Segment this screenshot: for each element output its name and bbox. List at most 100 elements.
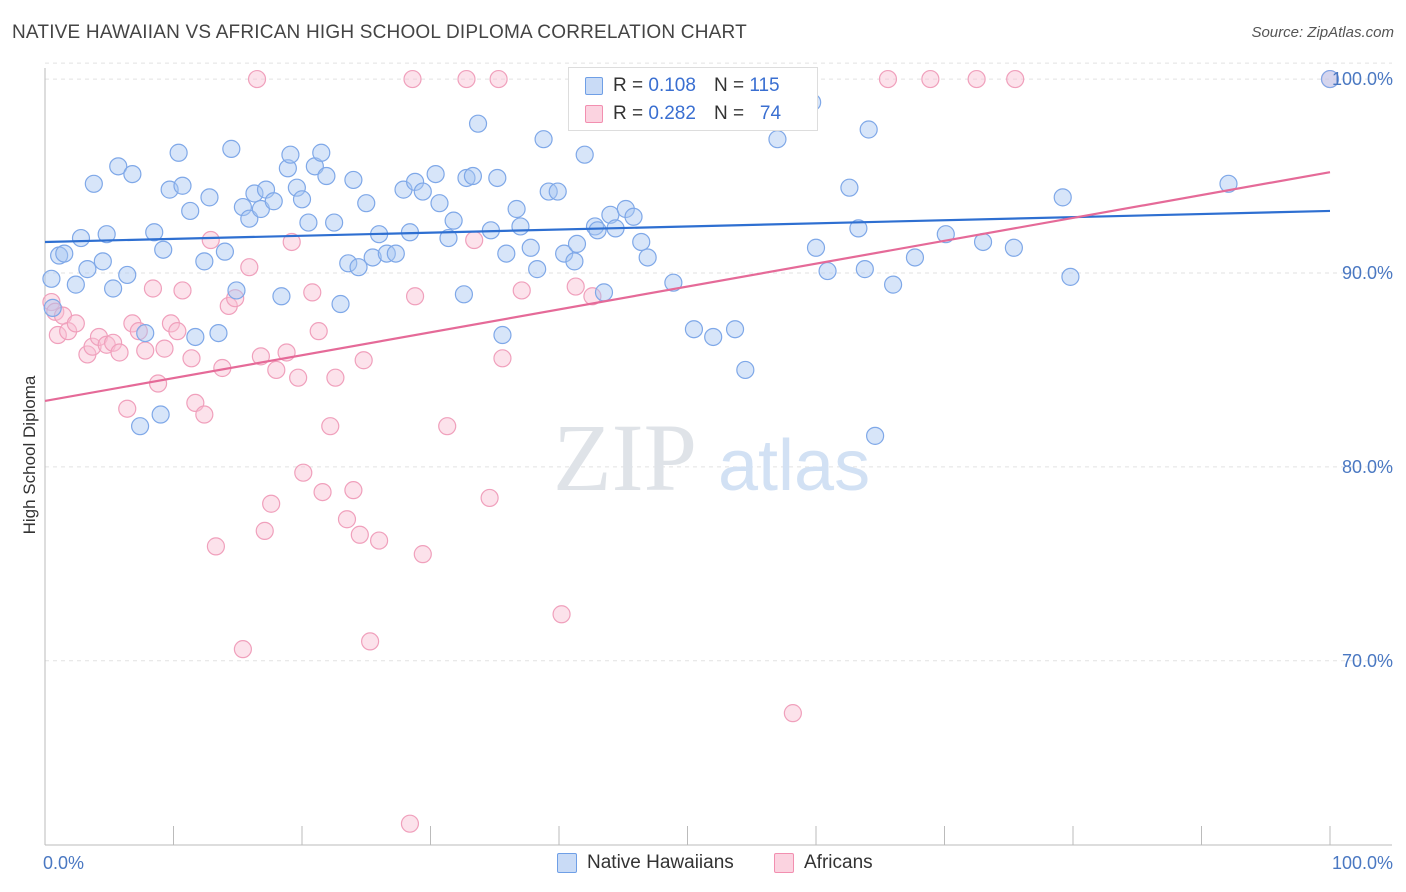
chart-title: NATIVE HAWAIIAN VS AFRICAN HIGH SCHOOL D…	[12, 22, 747, 43]
african-point	[66, 314, 85, 333]
native-hawaiian-point	[1061, 267, 1080, 286]
native-hawaiian-point	[118, 265, 137, 285]
african-point	[967, 69, 986, 89]
native-hawaiian-point	[278, 159, 297, 178]
native-hawaiian-point	[42, 269, 61, 288]
x-tick-label: 100.0%	[1332, 853, 1393, 873]
african-point	[566, 277, 585, 296]
native-hawaiian-point	[78, 260, 97, 279]
african-point	[143, 279, 163, 298]
african-point	[233, 640, 252, 659]
native-hawaiian-point	[1320, 69, 1340, 89]
native-hawaiian-point	[386, 244, 405, 263]
african-point	[403, 69, 422, 89]
african-point	[354, 351, 373, 370]
legend-label: Africans	[804, 852, 873, 873]
african-point	[878, 69, 898, 89]
african-point	[148, 374, 168, 393]
african-point	[337, 510, 357, 529]
native-hawaiian-point	[528, 260, 547, 279]
native-hawaiian-point	[534, 130, 553, 149]
native-hawaiian-point	[317, 166, 336, 186]
african-trendline	[44, 171, 1331, 403]
native-hawaiian-point	[109, 157, 128, 176]
african-point	[361, 632, 380, 651]
chart-source: Source: ZipAtlas.com	[1251, 24, 1394, 41]
african-point	[512, 281, 531, 300]
native-hawaiian-point	[136, 323, 155, 343]
african-point	[195, 405, 214, 424]
african-point	[136, 341, 155, 360]
x-tick-label: 0.0%	[43, 853, 84, 873]
african-point	[240, 258, 259, 277]
native-hawaiian-point	[93, 252, 112, 271]
native-hawaiian-point	[325, 213, 344, 232]
native-hawaiian-point	[200, 188, 219, 207]
native-hawaiian-point	[565, 252, 584, 271]
native-hawaiian-point	[684, 320, 704, 339]
african-point	[251, 347, 270, 366]
native-hawaiian-point	[497, 244, 516, 263]
watermark-atlas: atlas	[718, 426, 870, 506]
native-hawaiian-point	[55, 244, 74, 263]
native-hawaiian-point	[233, 197, 252, 217]
legend-item-native-hawaiians[interactable]: Native Hawaiians	[557, 852, 734, 874]
native-hawaiian-point	[123, 164, 142, 184]
native-hawaiian-point	[222, 139, 241, 158]
legend-item-africans[interactable]: Africans	[774, 852, 873, 874]
native-hawaiian-point	[43, 298, 62, 317]
native-hawaiian-point	[493, 325, 512, 345]
y-tick-label: 90.0%	[1342, 263, 1393, 283]
native-hawaiian-point	[97, 225, 116, 244]
native-hawaiian-point	[264, 192, 283, 211]
native-hawaiian-point	[413, 182, 432, 201]
native-hawaiian-point	[312, 143, 331, 162]
native-hawaiian-point	[704, 327, 723, 347]
native-hawaiian-point	[736, 360, 755, 380]
african-point	[370, 531, 389, 550]
african-point	[493, 349, 512, 368]
african-point	[48, 325, 67, 345]
native-hawaiian-point	[936, 225, 955, 244]
african-point	[173, 281, 192, 300]
native-hawaiian-point	[664, 273, 683, 292]
african-point	[313, 482, 332, 502]
native-hawaiian-point	[1053, 188, 1072, 207]
native-hawaiian-point	[227, 281, 246, 300]
native-hawaiian-point	[71, 228, 91, 248]
african-point	[400, 814, 420, 833]
native-hawaiian-point	[349, 258, 368, 277]
african-point	[129, 322, 148, 341]
african-point	[59, 322, 78, 341]
native-hawaiian-point	[292, 190, 312, 209]
african-point	[294, 463, 313, 482]
native-hawaiian-point	[768, 130, 787, 149]
african-point	[344, 481, 363, 500]
native-hawaiian-point	[287, 178, 306, 197]
native-hawaiian-point	[245, 184, 264, 203]
native-hawaiian-point	[457, 168, 476, 188]
stats-r-label: R =	[613, 75, 644, 96]
african-point	[326, 368, 345, 387]
african-point	[206, 537, 226, 556]
native-hawaiian-point	[725, 320, 745, 339]
native-hawaiian-point	[468, 114, 488, 133]
native-hawaiian-point	[426, 164, 445, 184]
native-hawaiian-point	[632, 232, 651, 252]
native-hawaiian-point	[151, 405, 170, 424]
african-point	[104, 333, 123, 352]
gridlines	[45, 62, 1392, 662]
tick-labels: 70.0% 80.0% 90.0% 100.0% 0.0% 100.0%	[43, 69, 1393, 873]
stats-n-value: 74	[759, 103, 782, 124]
native-hawaiian-point	[357, 194, 376, 213]
axes	[44, 68, 1392, 846]
african-point	[1006, 69, 1025, 89]
african-point	[457, 69, 476, 89]
native-hawaiian-point	[344, 170, 363, 190]
native-hawaiian-point	[169, 143, 188, 162]
native-hawaiian-point	[281, 145, 300, 164]
african-point	[583, 287, 602, 306]
native-hawaiian-point	[588, 221, 607, 240]
native-hawaiian-point	[849, 219, 868, 238]
